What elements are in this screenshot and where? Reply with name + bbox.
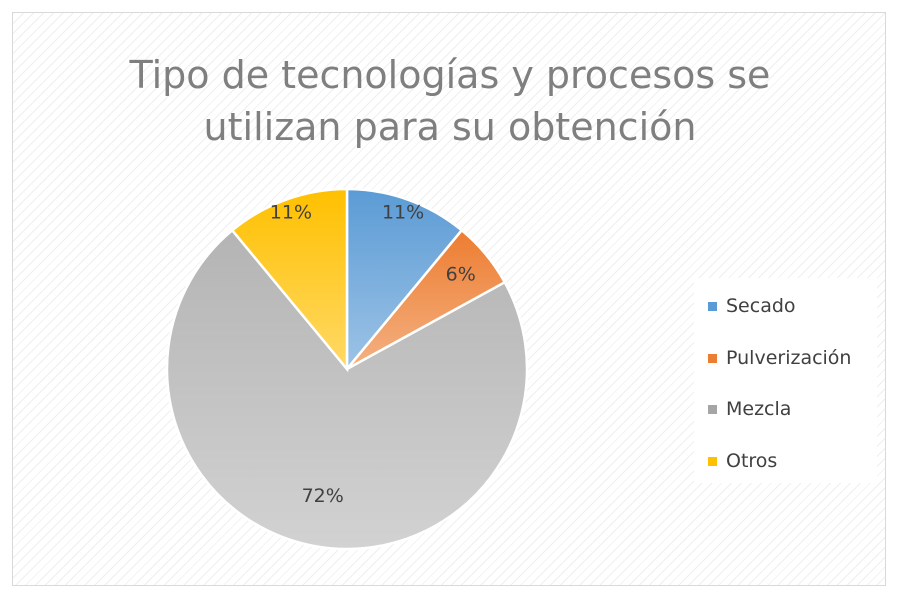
pie-slice-secado xyxy=(345,187,464,373)
pie-chart: 11% 6% 72% 11% xyxy=(165,187,529,551)
chart-title-line-2: utilizan para su obtención xyxy=(203,105,697,149)
legend-label-pulverizacion: Pulverización xyxy=(726,347,852,369)
legend-label-mezcla: Mezcla xyxy=(726,398,792,420)
legend-label-otros: Otros xyxy=(726,450,778,472)
data-label-secado: 11% xyxy=(382,202,424,224)
data-label-otros: 11% xyxy=(270,202,312,224)
legend-item-otros: Otros xyxy=(708,448,777,474)
data-label-pulverizacion: 6% xyxy=(446,263,476,285)
legend-swatch-otros xyxy=(708,456,717,466)
chart-frame: Tipo de tecnologías y procesos se utiliz… xyxy=(12,12,886,586)
legend-item-secado: Secado xyxy=(708,293,796,319)
legend-swatch-pulverizacion xyxy=(708,353,717,363)
legend-swatch-mezcla xyxy=(708,404,717,414)
pie-slice-otros xyxy=(230,187,349,373)
legend-item-mezcla: Mezcla xyxy=(708,396,791,422)
legend-item-pulverizacion: Pulverización xyxy=(708,345,851,371)
pie-slice-mezcla xyxy=(165,228,529,551)
chart-title-line-1: Tipo de tecnologías y procesos se xyxy=(129,53,771,97)
legend-swatch-secado xyxy=(708,301,717,311)
chart-title: Tipo de tecnologías y procesos se utiliz… xyxy=(13,49,887,153)
legend: Secado Pulverización Mezcla Otros xyxy=(694,278,877,483)
data-label-mezcla: 72% xyxy=(302,485,344,507)
legend-label-secado: Secado xyxy=(726,295,796,317)
